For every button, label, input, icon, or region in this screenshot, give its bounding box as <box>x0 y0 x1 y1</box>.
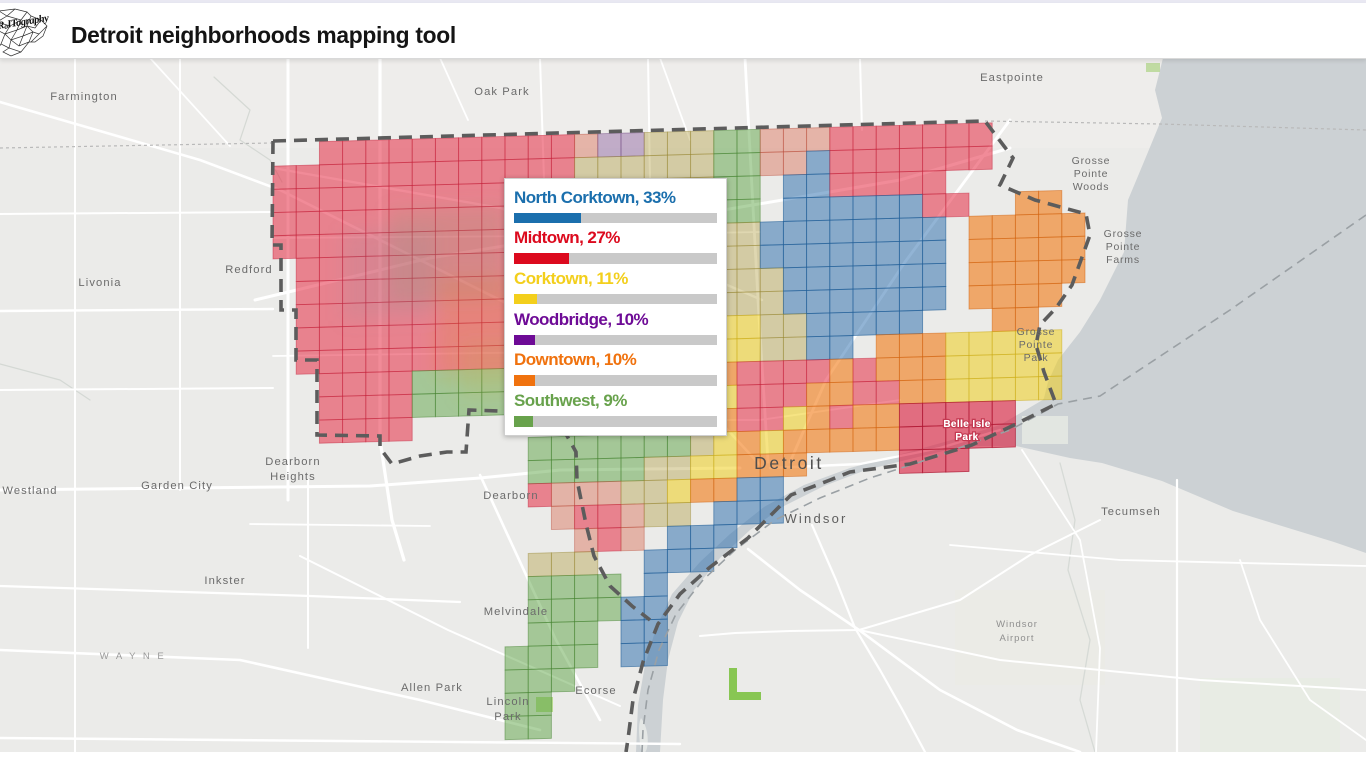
svg-text:Belle Isle: Belle Isle <box>943 419 990 430</box>
svg-text:Dearborn: Dearborn <box>483 490 538 502</box>
svg-text:Park: Park <box>955 432 978 443</box>
svg-text:Melvindale: Melvindale <box>484 606 548 618</box>
svg-text:Detroit: Detroit <box>754 453 824 473</box>
svg-text:Woods: Woods <box>1073 181 1110 193</box>
svg-text:Garden City: Garden City <box>141 480 213 492</box>
svg-text:Oak Park: Oak Park <box>474 86 529 98</box>
svg-text:Eastpointe: Eastpointe <box>980 72 1044 84</box>
svg-text:Westland: Westland <box>2 485 57 497</box>
svg-text:Dearborn: Dearborn <box>265 456 320 468</box>
svg-text:Pointe: Pointe <box>1019 339 1054 351</box>
svg-text:Farmington: Farmington <box>50 91 118 103</box>
svg-text:Park: Park <box>494 711 521 723</box>
svg-text:Windsor: Windsor <box>996 619 1038 630</box>
svg-text:Park: Park <box>955 432 978 443</box>
svg-text:Heights: Heights <box>270 471 316 483</box>
svg-text:Park: Park <box>1024 352 1049 364</box>
svg-text:Redford: Redford <box>225 264 273 276</box>
svg-text:Pointe: Pointe <box>1106 241 1141 253</box>
svg-text:Pointe: Pointe <box>1074 168 1109 180</box>
svg-text:Windsor: Windsor <box>784 511 847 526</box>
svg-text:Ecorse: Ecorse <box>575 685 616 697</box>
svg-text:Grosse: Grosse <box>1104 228 1143 240</box>
svg-text:Livonia: Livonia <box>78 277 121 289</box>
svg-text:Grosse: Grosse <box>1072 155 1111 167</box>
svg-text:Allen Park: Allen Park <box>401 682 463 694</box>
svg-text:Grosse: Grosse <box>1017 326 1056 338</box>
svg-text:Farms: Farms <box>1106 254 1140 266</box>
svg-text:W A Y N E: W A Y N E <box>100 651 167 662</box>
svg-text:Airport: Airport <box>1000 633 1035 644</box>
svg-text:Belle Isle: Belle Isle <box>943 419 990 430</box>
svg-text:Tecumseh: Tecumseh <box>1101 506 1161 518</box>
svg-text:Inkster: Inkster <box>204 575 245 587</box>
svg-text:Lincoln: Lincoln <box>486 696 529 708</box>
